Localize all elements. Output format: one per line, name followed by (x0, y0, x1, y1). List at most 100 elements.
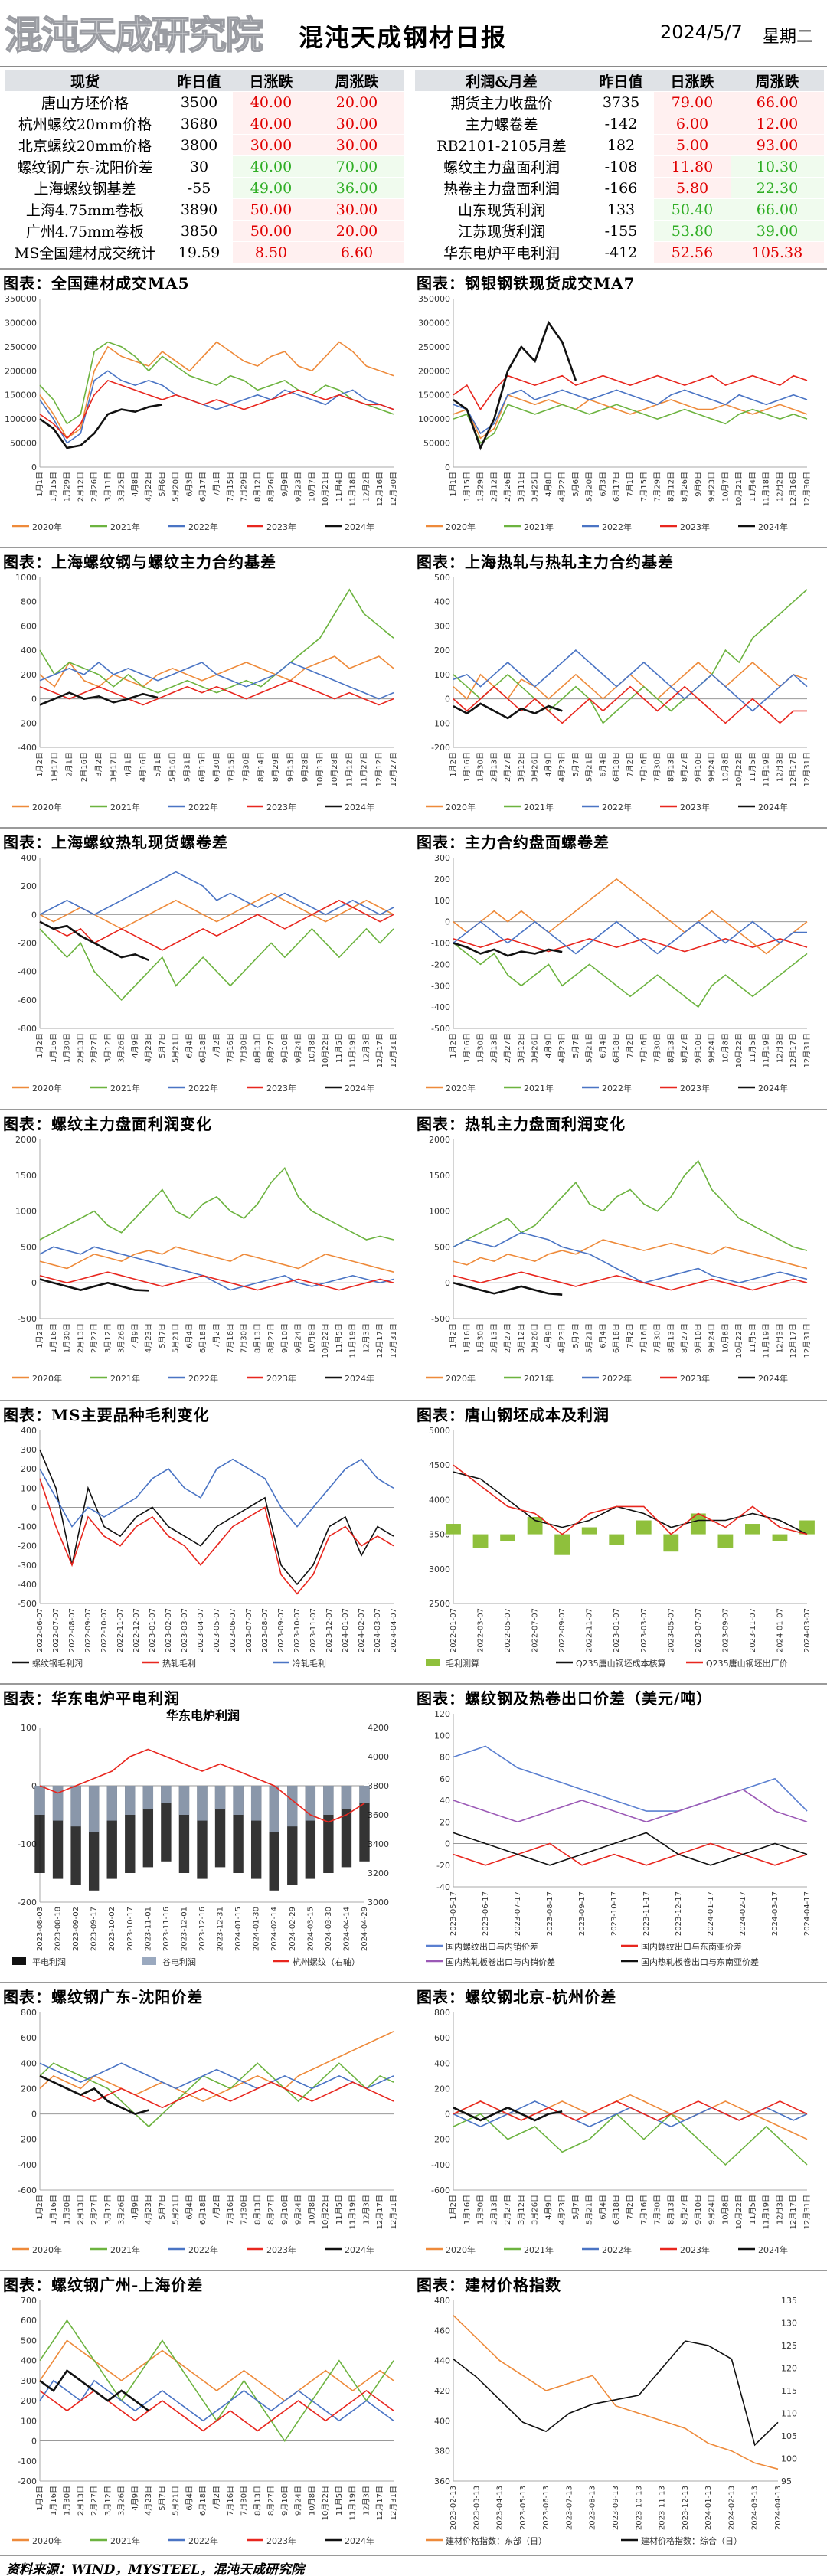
chart-title: 图表：全国建材成交MA5 (3, 274, 190, 293)
series-line (453, 374, 808, 411)
series-line (453, 2113, 808, 2166)
report-date: 2024/5/7 (660, 21, 743, 43)
profit-bar (581, 1527, 597, 1535)
x-tick-label: 12月27日 (389, 752, 398, 786)
legend-label: 2022年 (188, 2244, 218, 2255)
legend-swatch (426, 1659, 440, 1666)
series-line (453, 1745, 808, 1812)
y2-tick-label: 110 (781, 2409, 797, 2419)
x-tick-label: 1月2日 (35, 2486, 44, 2511)
x-tick-label: 8月13日 (666, 1323, 675, 1353)
x-tick-label: 9月24日 (708, 752, 717, 782)
x-tick-label: 7月29日 (653, 472, 662, 502)
chart-panel: 图表：螺纹钢及热卷出口价差（美元/吨） -40 -20 0 20 40 60 80 100 120… (414, 1686, 819, 1974)
x-tick-label: 2023-10-07 (293, 1608, 302, 1652)
y-tick-label: 100000 (5, 414, 37, 424)
profit-bar (663, 1534, 679, 1552)
x-tick-label: 6月4日 (185, 2486, 194, 2511)
x-tick-label: 11月5日 (748, 752, 757, 782)
prev-value: 3735 (588, 91, 654, 113)
x-tick-label: 1月30日 (63, 2195, 72, 2225)
daily-change: 53.80 (654, 220, 731, 242)
legend-label: 2020年 (32, 802, 62, 812)
legend-label: 2023年 (266, 1373, 296, 1384)
y-tick-label: 2000 (15, 1135, 37, 1145)
x-tick-label: 7月29日 (240, 472, 249, 502)
x-tick-label: 2024-03-07 (374, 1608, 382, 1652)
daily-change: 40.00 (233, 113, 309, 135)
y-tick-label: 1000 (15, 573, 37, 583)
legend-label: 2022年 (188, 2535, 218, 2546)
x-tick-label: 9月23日 (294, 472, 303, 502)
x-tick-label: 4月9日 (130, 2486, 139, 2511)
series-line (453, 649, 808, 712)
x-tick-label: 5月7日 (158, 2195, 167, 2220)
x-tick-label: 12月31日 (389, 1323, 398, 1358)
x-tick-label: 2023-11-07 (749, 1608, 757, 1652)
row-label: 杭州螺纹20mm价格 (5, 113, 165, 135)
legend-label: 2021年 (524, 802, 554, 812)
legend-label: 2022年 (188, 802, 218, 812)
y-tick-label: 400 (21, 853, 37, 863)
series-line (453, 2315, 779, 2470)
y-tick-label: 100 (434, 1731, 450, 1741)
table-row: 北京螺纹20mm价格 3800 30.00 30.00 (5, 134, 404, 156)
legend-label: 2020年 (32, 1373, 62, 1384)
prev-value: -412 (588, 241, 654, 263)
x-tick-label: 5月7日 (158, 1033, 167, 1058)
x-tick-label: 8月27日 (680, 752, 689, 782)
weekly-change: 66.00 (731, 91, 824, 113)
x-tick-label: 2024-03-30 (325, 1907, 333, 1951)
chart-title: 图表：螺纹钢广东-沈阳价差 (3, 1988, 204, 2006)
legend-label: 冷轧毛利 (293, 1658, 326, 1669)
daily-change: 50.00 (233, 198, 309, 221)
x-tick-label: 1月2日 (35, 1323, 44, 1348)
legend-label: 2021年 (110, 2535, 140, 2546)
x-tick-label: 2024-01-07 (776, 1608, 784, 1652)
y-tick-label: -200 (431, 743, 450, 753)
chart-panel: 图表：全国建材成交MA5 0 50000 100000 150000 200000 2500… (0, 271, 406, 539)
x-tick-label: 2022-12-07 (132, 1608, 141, 1652)
x-tick-label: 6月3日 (185, 472, 194, 497)
y-tick-label: 0 (31, 910, 37, 920)
series-line (39, 2074, 149, 2115)
section-divider (0, 1109, 827, 1110)
x-tick-label: 11月19日 (348, 2486, 358, 2520)
x-tick-label: 2024-03-15 (306, 1907, 315, 1951)
x-tick-label: 7月2日 (212, 2195, 221, 2220)
x-tick-label: 10月22日 (734, 752, 744, 786)
y-tick-label: 600 (21, 2033, 37, 2043)
x-tick-label: 12月3日 (361, 2486, 371, 2516)
y-tick-label: -800 (18, 1024, 37, 1034)
series-line (39, 2062, 394, 2128)
legend-label: 2021年 (110, 521, 140, 532)
legend-label: 2023年 (680, 1083, 710, 1093)
x-tick-label: 7月2日 (212, 1323, 221, 1348)
prev-value: -55 (165, 177, 233, 199)
y-tick-label: 4000 (429, 1495, 450, 1505)
chart-svg: -600 -400 -200 0 200 400 600 800 1月2日 1月16日 1月30日 2… (12, 2008, 398, 2255)
chart-title: 图表：华东电炉平电利润 (3, 1689, 180, 1708)
x-tick-label: 7月30日 (653, 1033, 662, 1063)
x-tick-label: 2024-03-07 (803, 1608, 812, 1652)
x-tick-label: 4月23日 (144, 1033, 153, 1063)
profit-bar (609, 1534, 625, 1545)
y-tick-label: -200 (18, 939, 37, 949)
x-tick-label: 5月7日 (571, 752, 580, 777)
x-tick-label: 9月24日 (294, 2486, 303, 2516)
y-tick-label: 20 (440, 1817, 450, 1827)
chart-panel: 图表：华东电炉平电利润 华东电炉利润 -200 -100 0 100 3000 3200 340… (0, 1686, 406, 1974)
x-tick-label: 7月15日 (226, 472, 235, 502)
y-tick-label: -500 (431, 1314, 450, 1324)
prev-value: -166 (588, 177, 654, 199)
legend-label: 2020年 (32, 2244, 62, 2255)
x-tick-label: 11月18日 (348, 472, 358, 506)
x-tick-label: 2024-04-17 (803, 1891, 812, 1936)
x-tick-label: 1月15日 (463, 472, 472, 502)
y-tick-label: 150000 (418, 391, 450, 400)
series-line (39, 920, 149, 962)
table-row: 江苏现货利润 -155 53.80 39.00 (415, 220, 824, 242)
x-tick-label: 5月21日 (585, 1323, 594, 1353)
x-tick-label: 12月31日 (802, 1323, 812, 1358)
x-tick-label: 2023-08-17 (546, 1891, 554, 1936)
